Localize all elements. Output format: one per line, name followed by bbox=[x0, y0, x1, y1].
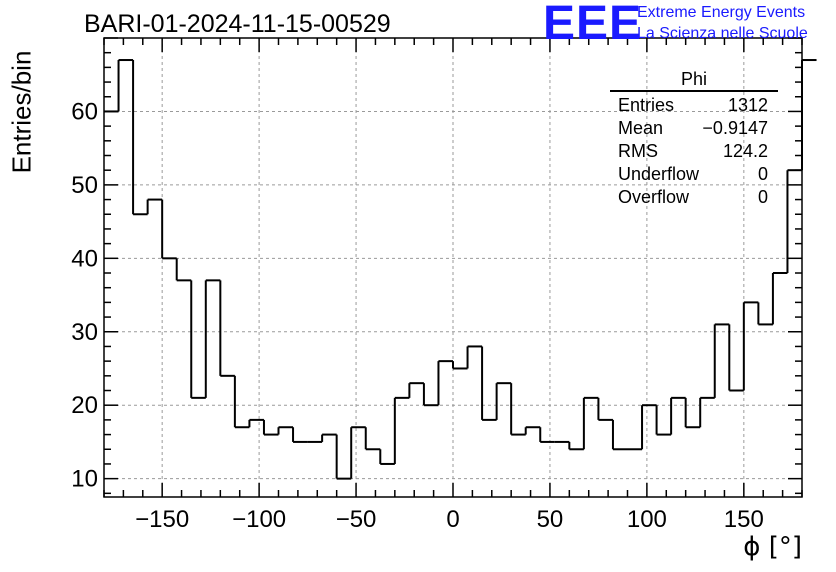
stats-key: Mean bbox=[618, 118, 664, 138]
logo-line-1: Extreme Energy Events bbox=[637, 4, 806, 21]
stats-value: 1312 bbox=[727, 95, 768, 115]
stats-key: RMS bbox=[618, 141, 658, 161]
logo-line-2: La Scienza nelle Scuole bbox=[637, 25, 808, 42]
stats-row-rms: RMS 124.2 bbox=[610, 140, 778, 163]
stats-row-mean: Mean −0.9147 bbox=[610, 117, 778, 140]
stats-row-underflow: Underflow 0 bbox=[610, 163, 778, 186]
stats-key: Entries bbox=[618, 95, 675, 115]
eee-logo: EEE bbox=[543, 0, 643, 50]
x-tick-label: 0 bbox=[446, 506, 459, 533]
chart-title: BARI-01-2024-11-15-00529 bbox=[84, 10, 391, 38]
x-tick-label: −100 bbox=[232, 506, 286, 533]
stats-divider bbox=[610, 90, 778, 92]
grid-lines bbox=[104, 38, 802, 497]
y-tick-label: 10 bbox=[71, 466, 98, 493]
y-tick-label: 30 bbox=[71, 319, 98, 346]
stats-key: Underflow bbox=[618, 164, 700, 184]
x-tick-label: −50 bbox=[336, 506, 377, 533]
y-tick-label: 50 bbox=[71, 172, 98, 199]
x-tick-label: 150 bbox=[724, 506, 764, 533]
x-tick-label: 100 bbox=[627, 506, 667, 533]
axis-ticks bbox=[103, 37, 803, 497]
stats-key: Overflow bbox=[618, 187, 690, 207]
stats-row-overflow: Overflow 0 bbox=[610, 186, 778, 209]
y-axis-label: Entries/bin bbox=[6, 50, 37, 174]
stats-value: 124.2 bbox=[722, 141, 768, 161]
y-tick-label: 20 bbox=[71, 392, 98, 419]
stats-value: 0 bbox=[757, 164, 768, 184]
x-tick-label: 50 bbox=[537, 506, 564, 533]
stats-box: Phi Entries 1312 Mean −0.9147 RMS 124.2 … bbox=[610, 68, 778, 209]
x-tick-label: −150 bbox=[135, 506, 189, 533]
stats-row-entries: Entries 1312 bbox=[610, 94, 778, 117]
histogram-series bbox=[104, 59, 817, 480]
y-tick-label: 60 bbox=[71, 98, 98, 125]
x-axis-label: ϕ [°] bbox=[743, 532, 802, 562]
stats-value: 0 bbox=[757, 187, 768, 207]
tick-labels: −150 −100 −50 0 50 100 150 10 20 30 40 50 60 bbox=[71, 98, 764, 533]
stats-title: Phi bbox=[680, 69, 707, 89]
y-tick-label: 40 bbox=[71, 245, 98, 272]
stats-value: −0.9147 bbox=[702, 118, 768, 138]
